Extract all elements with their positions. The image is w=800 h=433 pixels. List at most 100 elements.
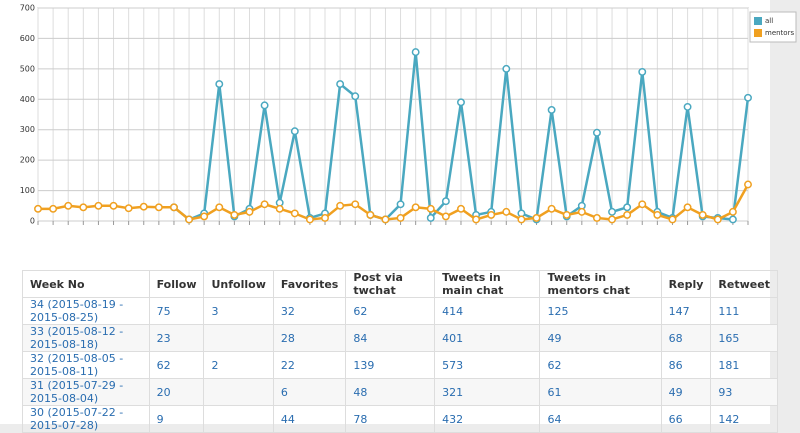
point [623,203,632,212]
point [608,215,616,224]
table-cell[interactable]: 125 [539,297,662,325]
point [321,214,329,222]
point [577,207,586,216]
point [547,105,556,114]
point [517,215,526,224]
point [351,200,360,209]
point [396,200,405,209]
table-cell[interactable]: 62 [345,297,436,325]
table-cell[interactable]: 32 (2015-08-05 - 2015-08-11) [22,351,150,379]
point [336,80,345,89]
table-cell[interactable]: 28 [272,324,347,352]
table-cell[interactable]: 49 [660,378,712,406]
point [668,215,677,224]
point [245,207,254,216]
table-cell[interactable]: 66 [660,405,712,433]
table-cell[interactable]: 22 [272,351,347,379]
y-tick-label: 500 [20,64,35,73]
table-cell[interactable]: 49 [539,324,662,352]
table-cell[interactable]: 44 [272,405,347,433]
point [683,203,692,212]
table-cell[interactable]: 165 [710,324,778,352]
table-cell [203,378,274,406]
point [638,200,647,209]
point [592,128,601,137]
point [396,214,405,222]
column-header: Reply [660,270,712,298]
header-row: Week No Follow Unfollow Favorites Post via t… [22,270,778,298]
table-cell[interactable]: 34 (2015-08-19 - 2015-08-25) [22,297,150,325]
y-tick-label: 700 [20,4,35,13]
table-cell[interactable]: 6 [272,378,347,406]
point [290,127,299,136]
point [623,210,632,219]
table-cell[interactable]: 9 [148,405,205,433]
y-tick-label: 200 [20,156,35,165]
table-cell[interactable]: 111 [710,297,778,325]
point [728,207,737,216]
table-cell[interactable]: 86 [660,351,712,379]
table-cell[interactable]: 432 [434,405,541,433]
table-cell[interactable]: 62 [539,351,662,379]
point [487,210,496,219]
table-cell[interactable]: 75 [148,297,205,325]
point [49,204,58,213]
point [275,204,284,213]
legend: all mentors [749,11,797,43]
point [547,204,556,213]
point [683,102,692,111]
legend-label: mentors [765,29,794,37]
table-cell[interactable]: 2 [203,351,274,379]
table-cell[interactable]: 48 [345,378,436,406]
point [351,92,360,101]
point [457,98,465,107]
point [608,207,616,216]
column-header: Unfollow [203,270,274,298]
y-tick-label: 600 [20,34,35,43]
table-cell[interactable]: 3 [203,297,274,325]
table-cell[interactable]: 61 [539,378,662,406]
column-header: Tweets in mentors chat [539,270,662,298]
table-cell[interactable]: 84 [345,324,436,352]
table-cell[interactable]: 23 [148,324,205,352]
table-cell[interactable]: 30 (2015-07-22 - 2015-07-28) [22,405,150,433]
y-tick-label: 100 [20,186,35,195]
point [728,215,737,224]
table-cell[interactable]: 32 [272,297,347,325]
table-row: 32 (2015-08-05 - 2015-08-11) 62 2 22 139 573 6… [22,351,778,379]
table-cell[interactable]: 139 [345,351,436,379]
point [305,215,314,224]
table-cell[interactable]: 64 [539,405,662,433]
table-cell[interactable]: 93 [710,378,778,406]
table-cell[interactable]: 78 [345,405,436,433]
table-cell[interactable]: 31 (2015-07-29 - 2015-08-04) [22,378,150,406]
point [411,48,420,57]
point [713,215,722,224]
table-cell[interactable]: 401 [434,324,541,352]
point [230,210,239,219]
table-cell[interactable]: 33 (2015-08-12 - 2015-08-18) [22,324,150,352]
point [426,204,435,213]
table-row: 30 (2015-07-22 - 2015-07-28) 9 44 78 432 64 66… [22,405,778,433]
point [472,215,481,224]
table-cell[interactable]: 321 [434,378,541,406]
point [170,203,178,212]
table-cell[interactable]: 573 [434,351,541,379]
point [34,204,42,213]
point [154,203,163,212]
table-cell[interactable]: 147 [660,297,712,325]
y-tick-label: 300 [20,125,35,134]
point [79,203,88,212]
table-cell[interactable]: 181 [710,351,778,379]
legend-swatch [754,29,762,37]
table-cell[interactable]: 68 [660,324,712,352]
table-cell[interactable]: 414 [434,297,541,325]
table-cell[interactable]: 62 [148,351,205,379]
point [653,210,662,219]
table-cell[interactable]: 142 [710,405,778,433]
table-cell[interactable]: 20 [148,378,205,406]
point [336,201,345,210]
point [638,67,647,76]
